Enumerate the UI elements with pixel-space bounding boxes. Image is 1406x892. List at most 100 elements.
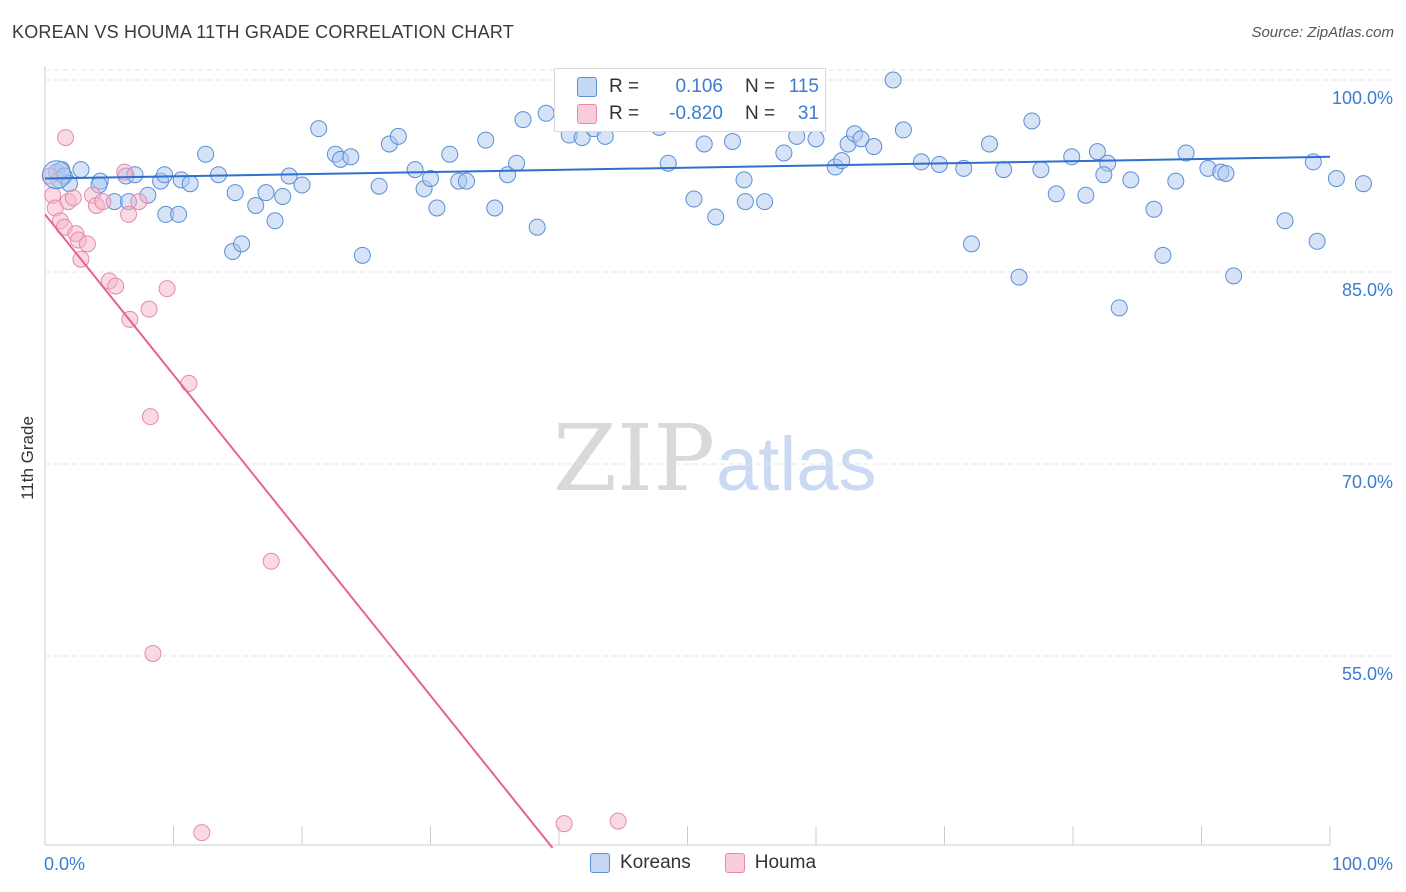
korean-point	[280, 167, 298, 185]
houma-point	[262, 552, 280, 570]
korean-point	[1010, 268, 1028, 286]
y-tick-label: 55.0%	[1342, 664, 1393, 684]
legend-row-houma: R = -0.820 N = 31	[577, 102, 819, 126]
korean-point	[181, 175, 199, 193]
houma-point	[78, 235, 96, 253]
korean-point	[807, 130, 825, 148]
legend-label-koreans: Koreans	[619, 852, 691, 873]
korean-point	[1095, 166, 1113, 184]
legend-n-label: N =	[745, 76, 776, 97]
korean-point	[995, 161, 1013, 179]
korean-point	[723, 132, 741, 150]
korean-point	[894, 121, 912, 139]
legend-r-value: -0.820	[669, 103, 723, 124]
houma-point	[609, 812, 627, 830]
korean-point	[537, 104, 555, 122]
houma-point	[120, 205, 138, 223]
korean-point	[1023, 112, 1041, 130]
legend-label-houma: Houma	[754, 852, 817, 873]
korean-point	[756, 193, 774, 211]
korean-point	[1077, 186, 1095, 204]
y-tick-label: 85.0%	[1342, 280, 1393, 300]
korean-point	[422, 170, 439, 188]
korean-point	[707, 208, 725, 226]
korean-point	[528, 218, 546, 236]
legend-swatch-blue	[577, 77, 597, 97]
korean-point	[884, 71, 902, 89]
korean-point	[508, 154, 526, 172]
korean-point	[1217, 164, 1235, 182]
korean-point	[274, 187, 292, 205]
chart-title: KOREAN VS HOUMA 11TH GRADE CORRELATION C…	[12, 22, 514, 42]
legend-row-koreans: R = 0.106 N = 115	[577, 75, 819, 99]
korean-point	[293, 176, 311, 194]
korean-point	[353, 246, 371, 264]
legend-swatch-pink	[724, 853, 745, 873]
korean-point	[1225, 267, 1243, 285]
korean-point	[1145, 200, 1163, 218]
y-axis-title: 11th Grade	[18, 416, 37, 500]
korean-point	[736, 193, 754, 211]
korean-point	[1032, 161, 1050, 179]
korean-trend-line	[44, 155, 1331, 180]
korean-point	[457, 172, 475, 190]
korean-point	[1327, 170, 1345, 188]
legend-n-label: N =	[745, 103, 776, 124]
legend-r-label: R =	[609, 76, 640, 97]
korean-point	[486, 199, 504, 217]
houma-point	[140, 300, 158, 318]
korean-point	[428, 199, 446, 217]
source-label: Source: ZipAtlas.com	[1251, 24, 1394, 41]
korean-point	[695, 135, 713, 153]
korean-point	[197, 145, 215, 163]
korean-point	[735, 171, 753, 189]
houma-point	[107, 277, 125, 295]
korean-point	[980, 135, 998, 153]
houma-point	[158, 280, 176, 298]
y-tick-label: 70.0%	[1342, 472, 1393, 492]
korean-point	[310, 120, 328, 138]
legend-n-value: 31	[797, 103, 819, 124]
legend-r-label: R =	[609, 103, 640, 124]
korean-point	[42, 160, 72, 190]
korean-point	[865, 138, 883, 156]
korean-point	[441, 145, 459, 163]
korean-point	[1122, 171, 1140, 189]
korean-point	[1276, 212, 1294, 230]
houma-point	[555, 815, 573, 833]
korean-point	[156, 166, 174, 184]
korean-point	[406, 161, 424, 179]
korean-point	[342, 148, 360, 166]
korean-point	[389, 127, 407, 145]
legend-item-koreans[interactable]: Koreans	[589, 852, 691, 874]
korean-point	[775, 144, 793, 162]
korean-point	[226, 184, 244, 202]
houma-point	[57, 129, 75, 147]
legend-swatch-pink	[577, 104, 597, 124]
korean-point	[1110, 299, 1128, 317]
houma-point	[141, 408, 159, 426]
houma-point	[94, 193, 112, 211]
korean-point	[477, 131, 495, 149]
houma-point	[180, 374, 198, 392]
korean-point	[955, 159, 973, 177]
houma-point	[64, 189, 82, 207]
legend-item-houma[interactable]: Houma	[724, 852, 817, 874]
korean-point	[266, 212, 284, 230]
watermark-zip: ZIP	[553, 405, 715, 512]
korean-point	[852, 130, 870, 148]
houma-point	[144, 644, 162, 662]
korean-point	[1088, 143, 1106, 161]
legend-n-value: 115	[788, 76, 819, 97]
korean-point	[912, 153, 930, 171]
x-tick-label: 100.0%	[1332, 854, 1393, 874]
series-legend: Koreans Houma	[0, 852, 1406, 874]
korean-point	[1063, 148, 1081, 166]
korean-point	[1177, 144, 1195, 162]
korean-point	[72, 161, 90, 179]
houma-point	[130, 193, 148, 211]
korean-point	[1154, 246, 1172, 264]
korean-point	[247, 196, 265, 214]
korean-point	[1047, 185, 1065, 203]
